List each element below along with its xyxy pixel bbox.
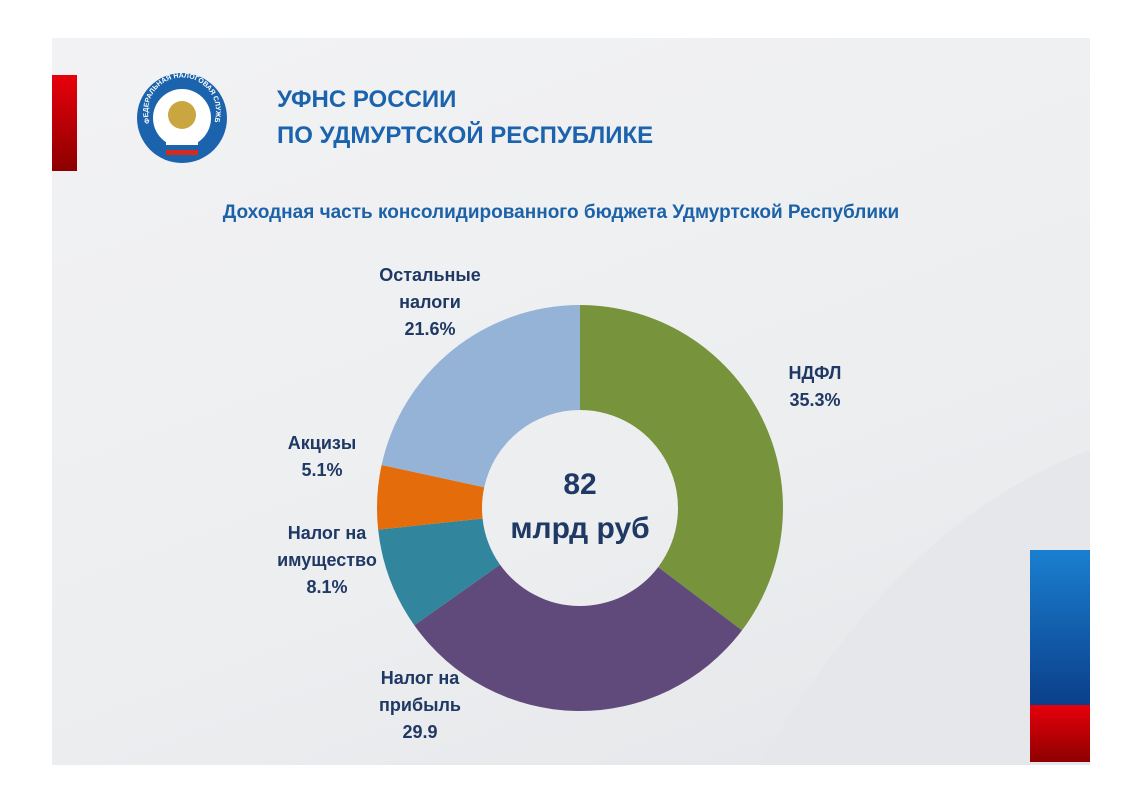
donut-segment (381, 305, 580, 488)
segment-label: Налог на имущество 8.1% (262, 520, 392, 601)
red-bar (52, 75, 77, 171)
logo-emblem (168, 101, 196, 129)
category-label: Налог на прибыль (379, 668, 461, 715)
header-title: ПО УДМУРТСКОЙ РЕСПУБЛИКЕ (277, 122, 654, 149)
segment-label: Остальные налоги 21.6% (365, 262, 495, 343)
donut-segment (378, 518, 500, 626)
value-label: 21.6% (404, 319, 456, 339)
donut (377, 305, 783, 712)
category-label: Акцизы (287, 433, 357, 453)
flag-red (166, 150, 198, 155)
red-bar (1030, 705, 1090, 762)
header-title: УФНС РОССИИ (277, 86, 457, 113)
center-unit: млрд руб (510, 512, 650, 545)
center-value: 82 (563, 468, 597, 501)
flag-blue (166, 145, 198, 150)
value-label: 8.1% (306, 577, 348, 597)
donut-segment (414, 564, 742, 712)
donut-segment (580, 305, 783, 631)
flag-white (166, 140, 198, 145)
chart-title: Доходная часть консолидированного бюджет… (222, 202, 900, 223)
segment-label: НДФЛ 35.3% (770, 360, 860, 414)
category-label: Остальные налоги (379, 265, 481, 312)
value-label: 29.9 (402, 722, 438, 742)
swoosh (760, 450, 1090, 765)
segment-label: Налог на прибыль 29.9 (360, 665, 480, 746)
value-label: 35.3% (789, 390, 841, 410)
donut-segment (377, 464, 485, 530)
category-label: Налог на имущество (277, 523, 377, 570)
value-label: 5.1% (301, 460, 343, 480)
category-label: НДФЛ (788, 363, 842, 383)
blue-bar (1030, 550, 1090, 705)
segment-label: Акцизы 5.1% (272, 430, 372, 484)
